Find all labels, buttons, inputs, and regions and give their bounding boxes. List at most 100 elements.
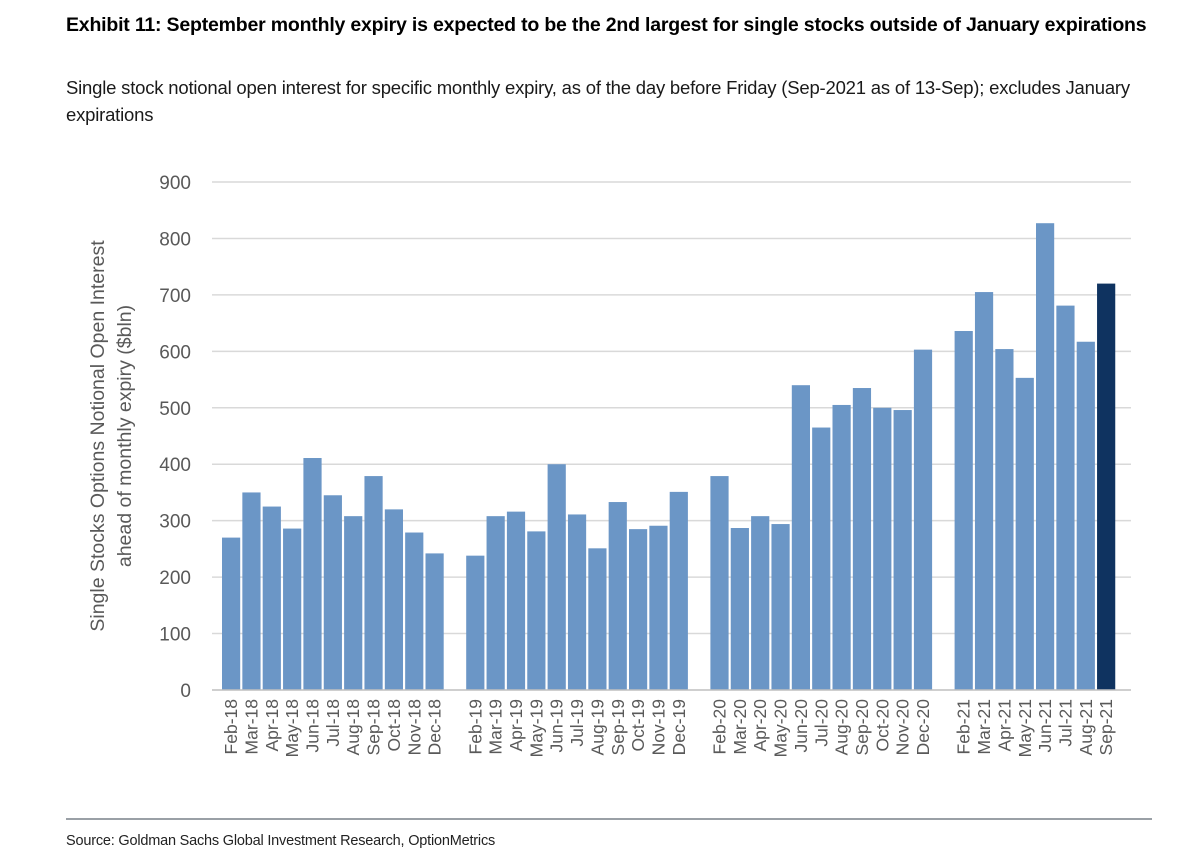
bar — [812, 427, 831, 690]
x-tick-label: Nov-19 — [648, 699, 668, 755]
x-tick-label: Apr-21 — [994, 699, 1014, 752]
bar — [649, 525, 668, 690]
x-tick-label: Jul-18 — [323, 699, 343, 747]
bar — [995, 349, 1014, 690]
x-tick-label: Mar-20 — [730, 699, 750, 755]
x-tick-label: Oct-18 — [384, 699, 404, 752]
x-tick-label: Jul-19 — [567, 699, 587, 747]
bar — [974, 292, 994, 690]
x-tick-label: Apr-19 — [506, 699, 526, 752]
bars — [222, 223, 1116, 690]
bar — [344, 516, 363, 690]
bar — [283, 528, 302, 690]
y-tick-label: 0 — [180, 681, 191, 702]
exhibit-title: Exhibit 11: September monthly expiry is … — [66, 14, 1147, 36]
bar — [771, 524, 790, 690]
x-tick-label: Mar-21 — [974, 699, 994, 754]
bar — [730, 528, 749, 690]
bar — [1015, 377, 1034, 690]
bar — [425, 553, 444, 690]
bar — [791, 385, 810, 690]
x-tick-label: Mar-18 — [241, 699, 261, 754]
x-tick-label: Sep-18 — [364, 699, 384, 755]
x-tick-label: Jul-20 — [811, 699, 831, 747]
bar — [669, 491, 688, 690]
y-axis-ticks: 0 100 200 300 400 500 600 700 800 900 — [159, 173, 191, 702]
bar — [629, 529, 648, 690]
x-tick-label: Feb-20 — [710, 699, 730, 755]
x-tick-label: Jul-21 — [1055, 699, 1075, 747]
bar — [1056, 305, 1075, 690]
y-tick-label: 600 — [159, 342, 191, 363]
y-tick-label: 900 — [159, 173, 191, 194]
y-axis-label: Single Stocks Options Notional Open Inte… — [87, 240, 136, 632]
bar — [527, 531, 546, 690]
x-tick-label: Feb-19 — [465, 699, 485, 754]
bar — [751, 516, 770, 690]
bar — [710, 476, 729, 690]
y-tick-label: 700 — [159, 286, 191, 307]
bar — [1097, 283, 1116, 690]
x-tick-label: Sep-21 — [1096, 699, 1116, 755]
bar — [852, 388, 872, 690]
y-tick-label: 400 — [159, 455, 191, 476]
source-note: Source: Goldman Sachs Global Investment … — [66, 833, 496, 849]
x-tick-label: Aug-19 — [587, 699, 607, 755]
exhibit-subtitle: Single stock notional open interest for … — [66, 77, 1130, 125]
bar — [506, 511, 526, 690]
x-axis-ticks: Feb-18 Mar-18 Apr-18 May-18 Jun-18 Jul-18 Aug-… — [221, 699, 1116, 758]
x-tick-label: Aug-18 — [343, 699, 363, 755]
bar — [893, 410, 912, 690]
bar — [405, 532, 424, 690]
bar — [954, 331, 973, 690]
x-tick-label: Sep-19 — [608, 699, 628, 755]
x-tick-label: Jun-21 — [1035, 699, 1055, 753]
x-tick-label: Dec-18 — [425, 699, 445, 755]
bar — [588, 548, 607, 690]
bar — [222, 537, 241, 690]
x-tick-label: Feb-18 — [221, 699, 241, 754]
bar — [303, 458, 322, 690]
x-tick-label: May-20 — [771, 699, 791, 758]
bar — [608, 502, 627, 690]
bar — [262, 506, 281, 690]
bar — [913, 349, 933, 690]
bar — [384, 509, 403, 690]
x-tick-label: Oct-19 — [628, 699, 648, 752]
y-tick-label: 200 — [159, 568, 191, 589]
bar — [242, 492, 261, 690]
x-tick-label: Nov-20 — [893, 699, 913, 756]
bar — [873, 407, 892, 690]
y-axis-label-line-2: ahead of monthly expiry ($bln) — [114, 305, 136, 567]
x-tick-label: Aug-20 — [832, 699, 852, 756]
x-tick-label: Sep-20 — [852, 699, 872, 756]
x-tick-label: Aug-21 — [1076, 699, 1096, 755]
x-tick-label: Nov-18 — [404, 699, 424, 755]
x-tick-label: May-19 — [526, 699, 546, 757]
y-tick-label: 800 — [159, 229, 191, 250]
bar — [1036, 223, 1055, 690]
bar — [323, 495, 342, 690]
bar — [364, 476, 383, 690]
x-tick-label: Feb-21 — [954, 699, 974, 754]
bar — [567, 514, 587, 690]
source-divider — [66, 818, 1152, 820]
y-tick-label: 100 — [159, 625, 191, 646]
y-axis-label-line-1: Single Stocks Options Notional Open Inte… — [87, 240, 109, 632]
bar — [1076, 341, 1095, 690]
x-tick-label: Mar-19 — [486, 699, 506, 754]
x-tick-label: May-21 — [1015, 699, 1035, 757]
x-tick-label: Jun-18 — [303, 699, 323, 753]
x-tick-label: May-18 — [282, 699, 302, 757]
bar — [547, 464, 566, 690]
bar — [466, 555, 485, 690]
y-tick-label: 500 — [159, 399, 191, 420]
x-tick-label: Jun-19 — [547, 699, 567, 753]
x-tick-label: Dec-20 — [913, 699, 933, 756]
x-tick-label: Apr-20 — [750, 699, 770, 752]
y-tick-label: 300 — [159, 512, 191, 533]
bar — [486, 516, 505, 690]
x-tick-label: Apr-18 — [262, 699, 282, 752]
bar — [832, 404, 851, 690]
